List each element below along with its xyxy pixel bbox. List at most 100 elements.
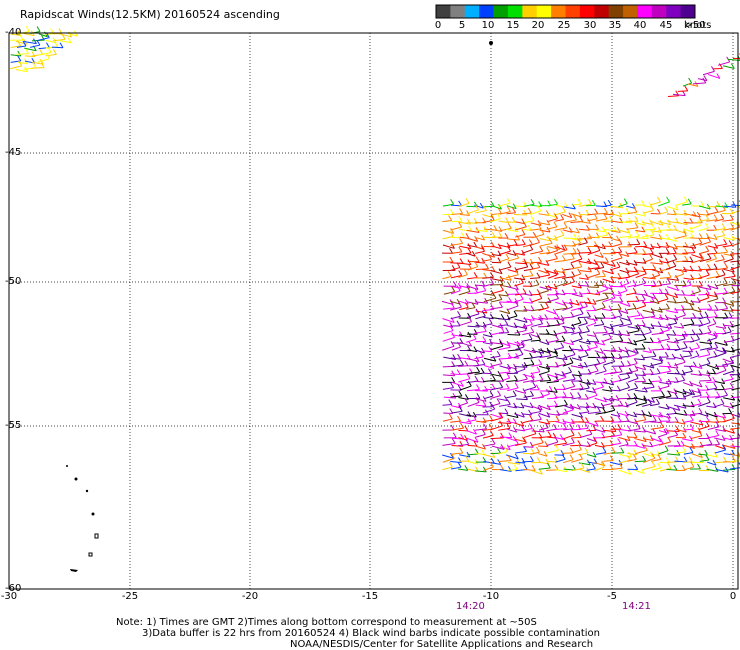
wind-barb [690, 300, 701, 303]
wind-barb [562, 258, 575, 262]
wind-barb [539, 290, 549, 294]
wind-barb-flag [592, 451, 597, 458]
wind-barb [691, 254, 703, 259]
wind-barb [666, 244, 678, 250]
wind-barb [499, 469, 512, 472]
wind-barb-flag [601, 426, 606, 433]
wind-barb [555, 292, 566, 296]
colorbar-label: 5 [458, 20, 466, 31]
wind-barb [675, 334, 688, 337]
wind-barb [530, 228, 542, 231]
wind-barb-flag [617, 416, 622, 422]
wind-barb [666, 340, 679, 344]
wind-barb-flag [642, 210, 647, 217]
wind-barb-flag [530, 198, 535, 205]
wind-barb [506, 414, 519, 419]
wind-barb [23, 40, 37, 45]
wind-barb-flag [459, 238, 464, 244]
wind-barb-flag [485, 263, 489, 270]
wind-barb-flag [634, 365, 639, 371]
wind-barb [674, 268, 687, 273]
wind-barb-flag [530, 448, 535, 455]
wind-barb-flag [514, 269, 519, 275]
wind-barb [531, 396, 544, 400]
wind-barb [602, 204, 612, 208]
wind-barb [498, 403, 511, 407]
wind-barb-flag [545, 339, 550, 345]
wind-barb-flag [496, 350, 501, 357]
wind-barb [657, 433, 668, 438]
wind-barb-flag [458, 221, 463, 228]
wind-barb-flag [573, 214, 577, 221]
colorbar-label: 10 [481, 20, 495, 31]
wind-barb [715, 341, 728, 346]
wind-barb [715, 394, 728, 399]
wind-barb-flag [663, 428, 668, 435]
wind-barb [594, 254, 604, 259]
wind-barb-flag [656, 450, 661, 456]
wind-barb [547, 246, 560, 250]
wind-barb-flag [700, 457, 705, 463]
wind-barb [546, 390, 558, 393]
wind-barb-flag [460, 232, 465, 238]
wind-barb [538, 412, 550, 418]
wind-barb [523, 318, 535, 321]
wind-barb-flag [52, 49, 57, 55]
latitude-label: -50 [5, 276, 22, 287]
wind-barb-flag [600, 381, 604, 388]
wind-barb-flag [731, 286, 736, 292]
wind-barb [722, 358, 734, 364]
wind-barb [443, 330, 454, 334]
wind-barb [498, 371, 511, 374]
wind-barb-flag [730, 346, 735, 353]
wind-barb-flag [691, 290, 696, 296]
wind-barb-flag [724, 312, 729, 318]
wind-barb-flag [488, 346, 493, 352]
wind-barb [619, 453, 632, 458]
wind-barb-flag [554, 245, 559, 251]
wind-barb [458, 378, 471, 383]
wind-barb-flag [546, 269, 551, 276]
wind-barb-flag [682, 446, 687, 453]
wind-barb [538, 349, 551, 354]
wind-barb-flag [578, 253, 583, 260]
wind-barb-flag [547, 375, 552, 381]
wind-barb-flag [618, 429, 623, 435]
wind-barb-flag [656, 398, 660, 405]
wind-barb [595, 275, 606, 278]
wind-barb [698, 274, 710, 279]
wind-barb-flag [584, 350, 589, 356]
wind-barb [458, 402, 468, 407]
wind-barb-flag [657, 321, 662, 327]
wind-barb-flag [498, 412, 503, 419]
wind-barb [498, 266, 512, 271]
wind-barb [578, 349, 591, 352]
wind-barb [467, 453, 479, 456]
wind-barb-flag [17, 40, 22, 47]
wind-barb-flag [652, 428, 657, 435]
wind-barb-flag [499, 382, 504, 388]
wind-barb [546, 436, 557, 439]
wind-barb [619, 261, 630, 266]
wind-barb-flag [626, 301, 631, 307]
wind-barb [571, 467, 585, 472]
wind-barb [602, 262, 616, 268]
wind-barb-flag [657, 436, 662, 443]
wind-barb-flag [569, 404, 574, 411]
wind-barb [707, 73, 721, 79]
wind-barb [610, 251, 622, 254]
wind-barb-flag [664, 293, 669, 300]
wind-barb [523, 386, 536, 392]
wind-barb [731, 387, 740, 391]
wind-barb-flag [474, 261, 479, 267]
wind-barb [618, 229, 630, 234]
wind-barb-flag [705, 245, 710, 252]
wind-barb-flag [474, 448, 479, 455]
wind-barb-flag [667, 361, 672, 367]
wind-barb [642, 403, 652, 407]
wind-barb-flag [496, 398, 501, 404]
wind-barb-flag [571, 374, 576, 380]
wind-barb [731, 324, 740, 328]
wind-barb [730, 427, 740, 430]
wind-barb-flag [673, 224, 677, 231]
